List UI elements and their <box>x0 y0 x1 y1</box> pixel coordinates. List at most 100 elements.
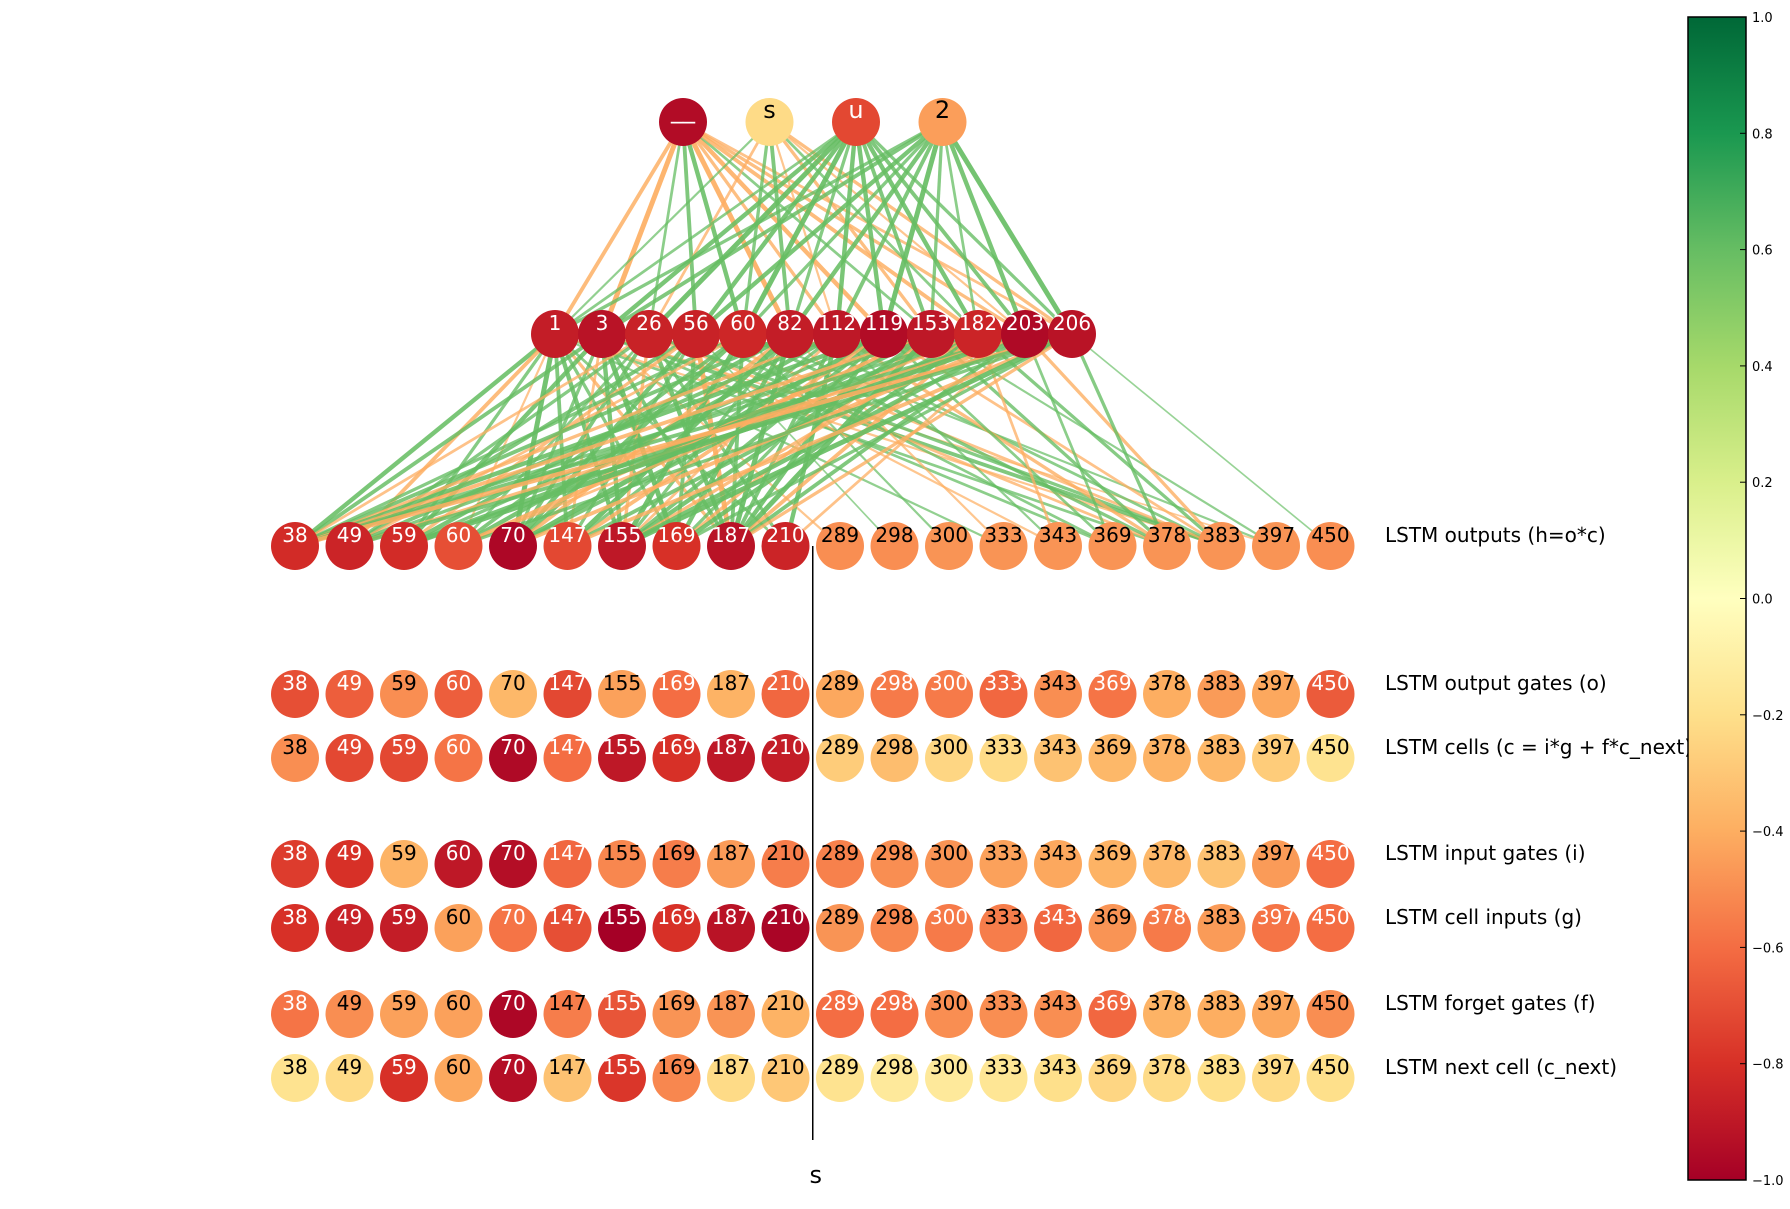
node-circle <box>925 840 973 888</box>
lstm-unit-node: 60 <box>434 522 483 570</box>
node-circle <box>1034 840 1082 888</box>
node-label: 333 <box>984 991 1022 1015</box>
lstm-unit-node: 378 <box>1143 522 1191 570</box>
edge-output-to-hidden <box>680 120 793 336</box>
node-circle <box>707 670 755 718</box>
lstm-unit-node: 333 <box>979 990 1028 1038</box>
node-label: 343 <box>1039 735 1077 759</box>
node-circle <box>380 1054 428 1102</box>
lstm-unit-node: 169 <box>652 522 701 570</box>
node-circle <box>489 904 537 952</box>
node-circle <box>652 522 701 570</box>
node-label: 3 <box>596 311 609 335</box>
edge-output-to-hidden <box>681 121 698 335</box>
node-circle <box>979 1054 1028 1102</box>
lstm-unit-node: 450 <box>1306 670 1355 718</box>
node-circle <box>761 1054 810 1102</box>
edge-output-to-hidden <box>788 120 945 336</box>
node-label: 70 <box>500 523 525 547</box>
node-label: 187 <box>712 523 750 547</box>
node-label: 289 <box>821 905 859 929</box>
lstm-unit-node: 298 <box>870 1054 919 1102</box>
node-circle <box>761 734 810 782</box>
edge-hidden-to-lstm-output <box>1070 333 1169 547</box>
edge-output-to-hidden <box>680 121 746 335</box>
edge-output-to-hidden <box>881 121 945 335</box>
node-label: 187 <box>712 841 750 865</box>
node-label: 1 <box>549 311 562 335</box>
node-circle <box>870 1054 919 1102</box>
node-circle <box>531 310 579 358</box>
node-label: 206 <box>1053 311 1091 335</box>
node-label: 369 <box>1093 523 1131 547</box>
edge-hidden-to-lstm-output <box>294 331 885 549</box>
node-circle <box>543 1054 592 1102</box>
node-circle <box>979 990 1028 1038</box>
lstm-unit-node: 59 <box>380 904 428 952</box>
lstm-unit-node: 38 <box>271 990 319 1038</box>
node-label: 59 <box>391 991 416 1015</box>
node-label: 343 <box>1039 671 1077 695</box>
lstm-unit-node: 300 <box>925 904 973 952</box>
node-label: 378 <box>1148 1055 1186 1079</box>
node-label: 378 <box>1148 841 1186 865</box>
node-circle <box>380 670 428 718</box>
lstm-unit-node: 289 <box>816 734 864 782</box>
node-circle <box>1034 670 1082 718</box>
node-label: 333 <box>984 671 1022 695</box>
node-label: 60 <box>446 671 471 695</box>
colorbar-tick-label: 0.4 <box>1752 360 1773 375</box>
edge-hidden-to-lstm-output <box>403 332 697 548</box>
node-label: 298 <box>875 991 913 1015</box>
node-circle <box>870 522 919 570</box>
edge-hidden-to-lstm-output <box>294 332 838 548</box>
node-label: 38 <box>282 523 307 547</box>
edge-output-to-hidden <box>600 120 944 336</box>
node-label: 182 <box>959 311 997 335</box>
node-circle <box>598 990 646 1038</box>
node-circle <box>1306 522 1355 570</box>
lstm-unit-node: 298 <box>870 670 919 718</box>
node-label: u <box>848 96 863 124</box>
lstm-unit-node: 210 <box>761 670 810 718</box>
node-label: 450 <box>1311 735 1349 759</box>
edge-hidden-to-lstm-output <box>294 332 744 548</box>
node-label: 56 <box>683 311 708 335</box>
lstm-unit-node: 383 <box>1197 1054 1246 1102</box>
edge-hidden-to-lstm-output <box>348 332 1073 548</box>
node-label: 38 <box>282 735 307 759</box>
lstm-unit-node: 383 <box>1197 734 1246 782</box>
node-circle <box>489 840 537 888</box>
colorbar-tick-label: −0.8 <box>1752 1058 1784 1073</box>
node-label: 155 <box>603 905 641 929</box>
node-circle <box>1088 670 1137 718</box>
hidden-unit-node: 56 <box>672 310 720 358</box>
node-label: 397 <box>1257 991 1295 1015</box>
node-label: 397 <box>1257 671 1295 695</box>
edge-output-to-hidden <box>788 121 858 335</box>
node-circle <box>925 670 973 718</box>
node-circle <box>598 670 646 718</box>
node-label: 378 <box>1148 523 1186 547</box>
lstm-unit-node: 378 <box>1143 904 1191 952</box>
row-label: LSTM input gates (i) <box>1385 841 1586 865</box>
node-circle <box>707 840 755 888</box>
node-label: 343 <box>1039 905 1077 929</box>
node-circle <box>271 904 319 952</box>
lstm-unit-node: 369 <box>1088 840 1137 888</box>
node-label: 383 <box>1202 735 1240 759</box>
node-circle <box>598 904 646 952</box>
node-label: 450 <box>1311 671 1349 695</box>
node-circle <box>816 522 864 570</box>
node-label: 333 <box>984 523 1022 547</box>
node-circle <box>325 840 374 888</box>
node-label: 70 <box>500 905 525 929</box>
lstm-unit-node: 397 <box>1252 670 1300 718</box>
lstm-unit-node: 49 <box>325 670 374 718</box>
node-label: 169 <box>657 735 695 759</box>
lstm-unit-node: 49 <box>325 734 374 782</box>
lstm-unit-node: 49 <box>325 904 374 952</box>
lstm-unit-node: 397 <box>1252 734 1300 782</box>
lstm-unit-node: 70 <box>489 670 537 718</box>
edge-hidden-to-lstm-output <box>294 332 932 548</box>
